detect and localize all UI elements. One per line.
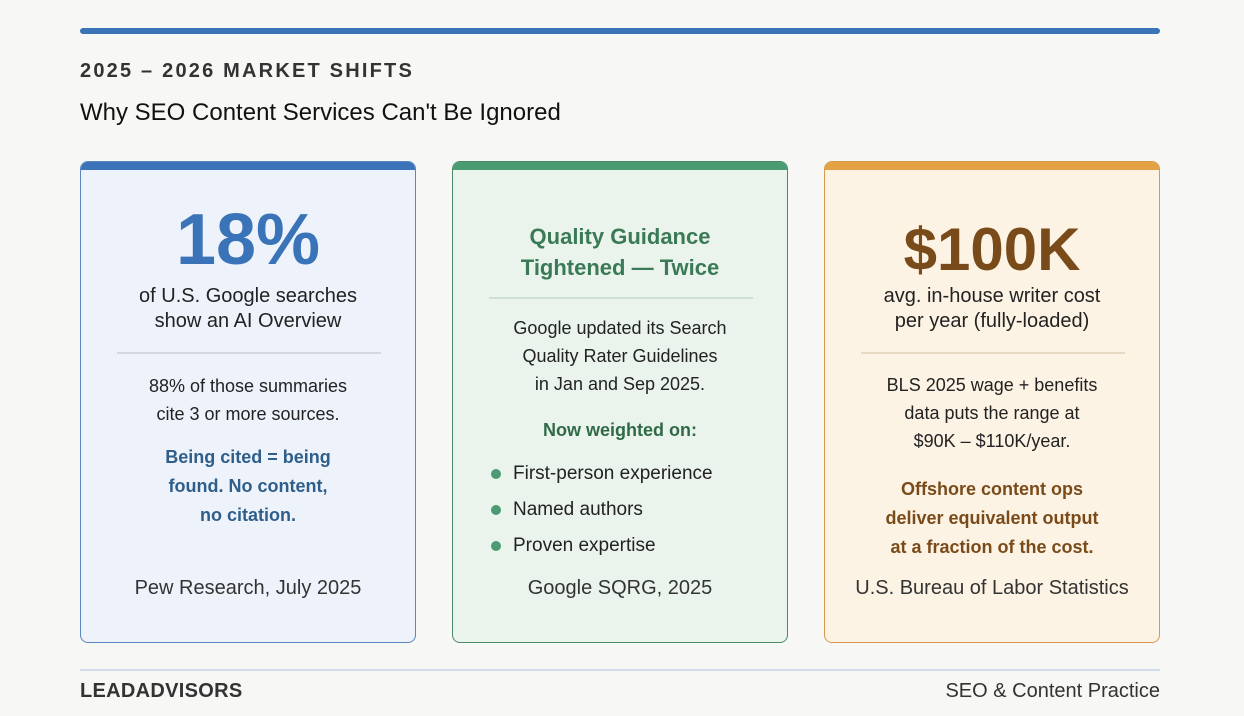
list-item: Named authors	[491, 492, 713, 528]
list-item-label: First-person experience	[513, 463, 713, 484]
stat-description-line: of U.S. Google searches	[139, 285, 357, 307]
stat-card-writer-cost: $100K avg. in-house writer cost per year…	[824, 161, 1160, 643]
stat-value: $100K	[903, 216, 1081, 283]
weighted-label: Now weighted on:	[543, 420, 697, 440]
card-title-line: Tightened — Twice	[520, 255, 720, 280]
card-body-line: cite 3 or more sources.	[156, 404, 340, 424]
card-callout-line: Offshore content ops	[900, 479, 1083, 499]
card-source: U.S. Bureau of Labor Statistics	[855, 577, 1129, 599]
card-body-line: $90K – $110K/year.	[913, 431, 1071, 451]
card-body: BLS 2025 wage + benefits data puts the r…	[825, 371, 1159, 455]
card-body: Google updated its Search Quality Rater …	[453, 314, 787, 398]
practice-label: SEO & Content Practice	[945, 680, 1160, 702]
card-accent-bar	[81, 162, 415, 170]
card-callout-line: deliver equivalent output	[885, 508, 1099, 528]
card-callout: Offshore content ops deliver equivalent …	[825, 475, 1159, 562]
stat-value: 18%	[175, 200, 321, 280]
card-callout-line: found. No content,	[168, 476, 328, 496]
card-body-line: in Jan and Sep 2025.	[534, 374, 706, 394]
card-source: Google SQRG, 2025	[527, 577, 713, 599]
top-accent-rule	[80, 28, 1160, 34]
card-accent-bar	[825, 162, 1159, 170]
stat-card-ai-overview: 18% of U.S. Google searches show an AI O…	[80, 161, 416, 643]
bullet-dot-icon	[491, 505, 501, 515]
card-body-line: 88% of those summaries	[148, 376, 348, 396]
stat-description-line: avg. in-house writer cost	[883, 285, 1101, 307]
card-callout-line: Being cited = being	[165, 447, 331, 467]
card-body-line: Google updated its Search	[513, 318, 727, 338]
bullet-dot-icon	[491, 541, 501, 551]
card-callout: Being cited = being found. No content, n…	[81, 443, 415, 530]
list-item: Proven expertise	[491, 528, 713, 564]
card-divider	[117, 352, 381, 354]
card-title: Quality Guidance Tightened — Twice	[453, 221, 787, 283]
card-callout-line: no citation.	[200, 505, 296, 525]
card-body-line: Quality Rater Guidelines	[522, 346, 718, 366]
stat-description-line: show an AI Overview	[154, 310, 342, 332]
quality-guidance-card: Quality Guidance Tightened — Twice Googl…	[452, 161, 788, 643]
card-title-line: Quality Guidance	[529, 224, 711, 249]
card-divider	[489, 297, 753, 299]
bullet-dot-icon	[491, 469, 501, 479]
card-body: 88% of those summaries cite 3 or more so…	[81, 372, 415, 428]
stat-description: avg. in-house writer cost per year (full…	[825, 284, 1159, 334]
eyebrow-label: 2025 – 2026 MARKET SHIFTS	[80, 60, 414, 82]
card-divider	[861, 352, 1125, 354]
stat-description: of U.S. Google searches show an AI Overv…	[81, 284, 415, 334]
card-accent-bar	[453, 162, 787, 170]
card-callout-line: at a fraction of the cost.	[890, 537, 1094, 557]
stat-description-line: per year (fully-loaded)	[894, 310, 1090, 332]
page-title: Why SEO Content Services Can't Be Ignore…	[80, 99, 561, 126]
list-item: First-person experience	[491, 456, 713, 492]
weighted-list: First-person experience Named authors Pr…	[491, 456, 713, 564]
footer-divider	[80, 669, 1160, 671]
card-body-line: BLS 2025 wage + benefits	[886, 375, 1098, 395]
list-item-label: Named authors	[513, 499, 643, 520]
card-source: Pew Research, July 2025	[134, 577, 362, 599]
card-body-line: data puts the range at	[904, 403, 1080, 423]
list-item-label: Proven expertise	[513, 535, 656, 556]
brand-name: LEADADVISORS	[80, 680, 243, 702]
